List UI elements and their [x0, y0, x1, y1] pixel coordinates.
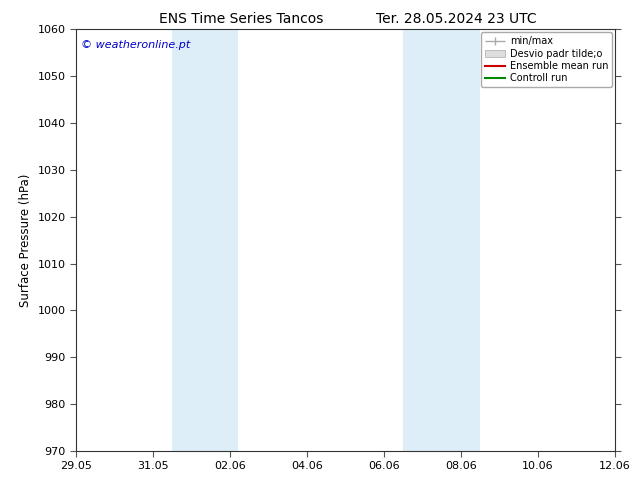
Bar — [172, 29, 238, 451]
Text: © weatheronline.pt: © weatheronline.pt — [81, 40, 191, 50]
Text: Ter. 28.05.2024 23 UTC: Ter. 28.05.2024 23 UTC — [376, 12, 537, 26]
Y-axis label: Surface Pressure (hPa): Surface Pressure (hPa) — [19, 173, 32, 307]
Bar — [403, 29, 480, 451]
Text: ENS Time Series Tancos: ENS Time Series Tancos — [158, 12, 323, 26]
Legend: min/max, Desvio padr tilde;o, Ensemble mean run, Controll run: min/max, Desvio padr tilde;o, Ensemble m… — [481, 32, 612, 87]
